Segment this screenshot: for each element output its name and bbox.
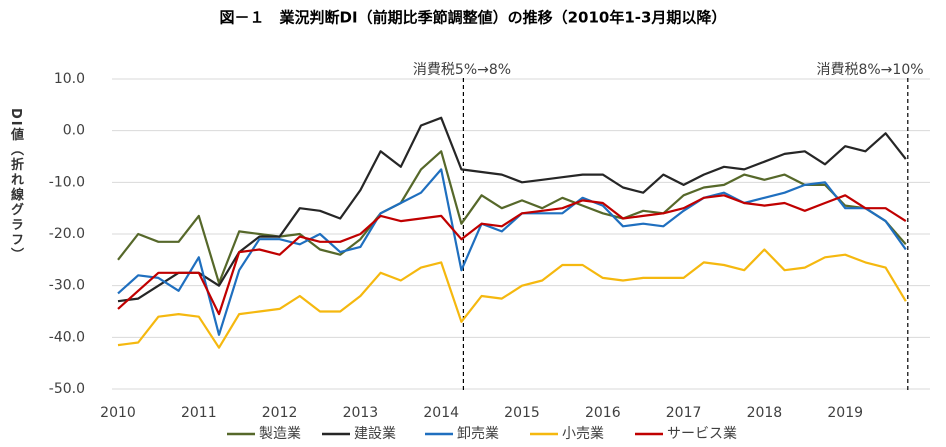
- y-tick-label: -10.0: [49, 174, 85, 190]
- y-axis-label: DI値（折れ線グラフ）: [8, 108, 23, 263]
- x-tick-label: 2019: [827, 405, 863, 421]
- x-tick-label: 2010: [100, 405, 136, 421]
- y-tick-label: 10.0: [54, 71, 85, 87]
- y-tick-label: -20.0: [49, 226, 85, 242]
- annotation: 消費税8%→10%: [816, 62, 923, 78]
- series-line: [117, 150, 907, 285]
- x-tick-label: 2015: [504, 405, 540, 421]
- legend-label: 製造業: [259, 426, 301, 442]
- x-tick-label: 2017: [666, 405, 702, 421]
- x-tick-label: 2016: [585, 405, 621, 421]
- x-tick-label: 2014: [423, 405, 459, 421]
- y-tick-label: -30.0: [49, 278, 85, 294]
- chart-title: 図－１ 業況判断DI（前期比季節調整値）の推移（2010年1-3月期以降）: [220, 9, 727, 27]
- series-line: [117, 194, 907, 316]
- y-tick-label: -40.0: [49, 329, 85, 345]
- series-line: [117, 168, 907, 336]
- annotation: 消費税5%→8%: [413, 62, 511, 78]
- legend-label: 建設業: [354, 426, 396, 442]
- series-line: [117, 248, 907, 349]
- legend-label: サービス業: [667, 426, 737, 442]
- legend-label: 卸売業: [457, 426, 499, 442]
- y-tick-label: 0.0: [63, 123, 85, 139]
- legend-label: 小売業: [562, 426, 604, 442]
- x-tick-label: 2011: [181, 405, 217, 421]
- y-tick-label: -50.0: [49, 381, 85, 397]
- series-line: [117, 116, 907, 303]
- x-tick-label: 2012: [262, 405, 298, 421]
- x-tick-label: 2018: [747, 405, 783, 421]
- x-tick-label: 2013: [343, 405, 379, 421]
